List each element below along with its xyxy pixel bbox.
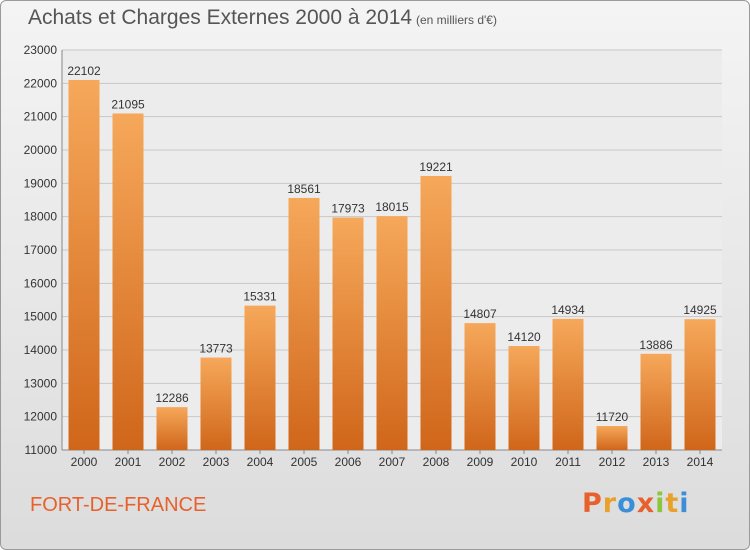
bar-2006 xyxy=(332,217,364,450)
logo-letter: o xyxy=(617,488,637,519)
bar-2008 xyxy=(420,175,452,450)
bar-2001 xyxy=(112,113,144,450)
x-tick-label-2006: 2006 xyxy=(335,455,362,469)
y-tick-label: 15000 xyxy=(24,310,58,324)
y-tick-label: 16000 xyxy=(24,276,58,290)
x-tick-label-2014: 2014 xyxy=(687,455,714,469)
data-label-2011: 14934 xyxy=(551,303,585,317)
data-label-2012: 11720 xyxy=(596,410,629,424)
x-tick-label-2000: 2000 xyxy=(71,455,98,469)
bar-2007 xyxy=(376,216,408,450)
data-label-2000: 22102 xyxy=(67,64,101,78)
logo-letter: i xyxy=(655,488,666,519)
data-label-2002: 12286 xyxy=(155,391,189,405)
data-label-2007: 18015 xyxy=(375,200,409,214)
proxiti-logo: Proxiti xyxy=(582,488,690,519)
y-tick-label: 23000 xyxy=(24,43,58,57)
x-tick-label-2010: 2010 xyxy=(511,455,538,469)
bar-2009 xyxy=(464,323,496,450)
y-tick-label: 17000 xyxy=(24,243,58,257)
y-tick-label: 14000 xyxy=(24,343,58,357)
chart-unit: (en milliers d'€) xyxy=(416,13,497,27)
bar-2000 xyxy=(68,79,100,450)
bar-2004 xyxy=(244,305,276,450)
logo-letter: P xyxy=(582,488,603,519)
x-tick-label-2009: 2009 xyxy=(467,455,494,469)
y-tick-label: 22000 xyxy=(24,76,58,90)
x-tick-label-2001: 2001 xyxy=(115,455,142,469)
logo-letter: x xyxy=(636,488,656,519)
bar-2011 xyxy=(552,318,584,450)
y-tick-label: 19000 xyxy=(24,176,58,190)
y-tick-label: 21000 xyxy=(24,110,58,124)
bar-2014 xyxy=(684,319,716,450)
x-tick-label-2003: 2003 xyxy=(203,455,230,469)
bar-2012 xyxy=(596,426,628,450)
bar-2013 xyxy=(640,353,672,450)
data-label-2005: 18561 xyxy=(287,182,321,196)
bar-2002 xyxy=(156,407,188,450)
x-tick-label-2013: 2013 xyxy=(643,455,670,469)
y-tick-label: 20000 xyxy=(24,143,58,157)
x-tick-label-2011: 2011 xyxy=(555,455,581,469)
data-label-2008: 19221 xyxy=(419,160,453,174)
y-tick-label: 18000 xyxy=(24,210,58,224)
x-tick-label-2004: 2004 xyxy=(247,455,274,469)
y-tick-label: 11000 xyxy=(25,443,58,457)
y-tick-label: 13000 xyxy=(24,376,58,390)
x-tick-label-2005: 2005 xyxy=(291,455,318,469)
x-tick-label-2002: 2002 xyxy=(159,455,186,469)
bar-2010 xyxy=(508,346,540,450)
data-label-2001: 21095 xyxy=(111,98,145,112)
x-tick-label-2012: 2012 xyxy=(599,455,626,469)
logo-letter: i xyxy=(679,488,690,519)
bar-2005 xyxy=(288,197,320,450)
logo-letter: r xyxy=(602,488,618,519)
data-label-2003: 13773 xyxy=(199,342,233,356)
data-label-2010: 14120 xyxy=(507,330,541,344)
y-tick-label: 12000 xyxy=(24,410,58,424)
x-tick-label-2008: 2008 xyxy=(423,455,450,469)
city-name: FORT-DE-FRANCE xyxy=(30,494,207,516)
data-label-2004: 15331 xyxy=(243,290,277,304)
bar-2003 xyxy=(200,357,232,450)
data-label-2014: 14925 xyxy=(683,303,717,317)
logo-letter: t xyxy=(665,488,680,519)
x-tick-label-2007: 2007 xyxy=(379,455,406,469)
data-label-2009: 14807 xyxy=(463,307,497,321)
chart-title: Achats et Charges Externes 2000 à 2014 xyxy=(28,6,413,29)
data-label-2013: 13886 xyxy=(639,338,673,352)
data-label-2006: 17973 xyxy=(331,202,365,216)
